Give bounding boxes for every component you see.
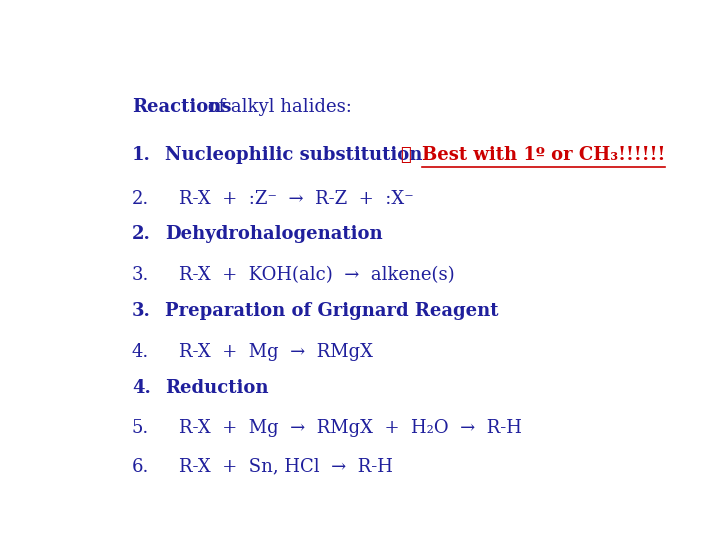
Text: R-X  +  KOH(alc)  →  alkene(s): R-X + KOH(alc) → alkene(s) <box>179 266 455 285</box>
Text: 4.: 4. <box>132 343 149 361</box>
Text: 3.: 3. <box>132 302 150 320</box>
Text: ★: ★ <box>400 146 410 164</box>
Text: Reactions: Reactions <box>132 98 231 116</box>
Text: 3.: 3. <box>132 266 149 285</box>
Text: R-X  +  Sn, HCl  →  R-H: R-X + Sn, HCl → R-H <box>179 458 393 476</box>
Text: 4.: 4. <box>132 379 150 397</box>
Text: of alkyl halides:: of alkyl halides: <box>202 98 351 116</box>
Text: Preparation of Grignard Reagent: Preparation of Grignard Reagent <box>166 302 499 320</box>
Text: Nucleophilic substitution: Nucleophilic substitution <box>166 146 423 164</box>
Text: Reduction: Reduction <box>166 379 269 397</box>
Text: 6.: 6. <box>132 458 149 476</box>
Text: R-X  +  Mg  →  RMgX: R-X + Mg → RMgX <box>179 343 373 361</box>
Text: Dehydrohalogenation: Dehydrohalogenation <box>166 225 383 243</box>
Text: R-X  +  Mg  →  RMgX  +  H₂O  →  R-H: R-X + Mg → RMgX + H₂O → R-H <box>179 419 522 437</box>
Text: R-X  +  :Z⁻  →  R-Z  +  :X⁻: R-X + :Z⁻ → R-Z + :X⁻ <box>179 190 414 207</box>
Text: 2.: 2. <box>132 190 149 207</box>
Text: 5.: 5. <box>132 419 149 437</box>
Text: Best with 1º or CH₃!!!!!!: Best with 1º or CH₃!!!!!! <box>422 146 665 164</box>
Text: 1.: 1. <box>132 146 150 164</box>
Text: 2.: 2. <box>132 225 150 243</box>
